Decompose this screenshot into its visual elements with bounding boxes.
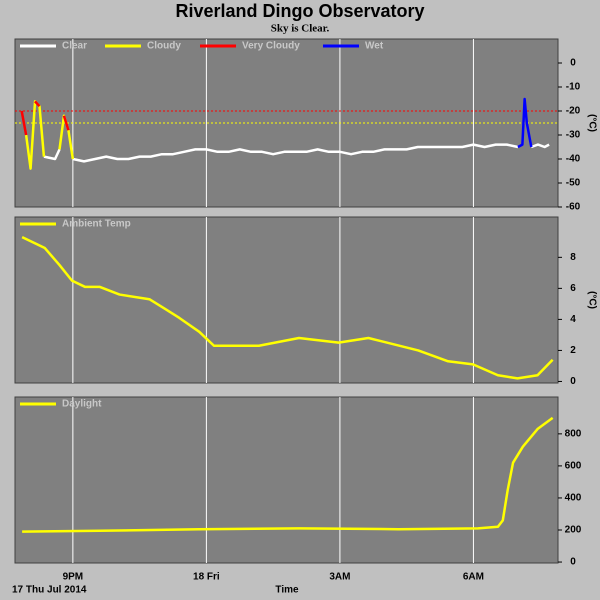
x-axis-label: Time	[275, 585, 299, 596]
y-tick-label: -30	[566, 130, 581, 141]
panel	[14, 216, 559, 384]
y-tick-label: 0	[570, 58, 576, 69]
data-line	[20, 100, 70, 136]
y-tick-label: 2	[570, 345, 576, 356]
y-tick-label: -40	[566, 154, 581, 165]
y-tick-label: -60	[566, 202, 581, 213]
y-axis-label: (°C)	[586, 291, 597, 309]
y-tick-label: 200	[565, 525, 582, 536]
x-tick-label: 18 Fri	[193, 572, 220, 583]
legend-label: Ambient Temp	[62, 219, 131, 230]
panel	[14, 396, 559, 564]
y-tick-label: -50	[566, 178, 581, 189]
chart-subtitle: Sky is Clear.	[271, 23, 330, 35]
date-label: 17 Thu Jul 2014	[12, 585, 87, 596]
data-line	[43, 143, 550, 163]
legend-label: Clear	[62, 41, 87, 52]
x-tick-label: 3AM	[329, 572, 350, 583]
data-line	[21, 236, 554, 380]
y-tick-label: 600	[565, 461, 582, 472]
legend-label: Cloudy	[147, 41, 181, 52]
legend-label: Very Cloudy	[242, 41, 300, 52]
x-tick-label: 6AM	[463, 572, 484, 583]
y-tick-label: 0	[570, 376, 576, 387]
y-tick-label: 400	[565, 493, 582, 504]
chart-title: Riverland Dingo Observatory	[175, 1, 424, 21]
y-tick-label: 6	[570, 283, 576, 294]
y-tick-label: 4	[570, 314, 576, 325]
y-tick-label: -20	[566, 106, 581, 117]
legend-label: Wet	[365, 41, 384, 52]
y-axis-label: (°C)	[586, 114, 597, 132]
data-line	[22, 416, 554, 533]
y-tick-label: 8	[570, 252, 576, 263]
legend-label: Daylight	[62, 399, 102, 410]
x-tick-label: 9PM	[63, 572, 84, 583]
y-tick-label: -10	[566, 82, 581, 93]
y-tick-label: 0	[570, 557, 576, 568]
data-line	[517, 97, 533, 149]
y-tick-label: 800	[565, 428, 582, 439]
